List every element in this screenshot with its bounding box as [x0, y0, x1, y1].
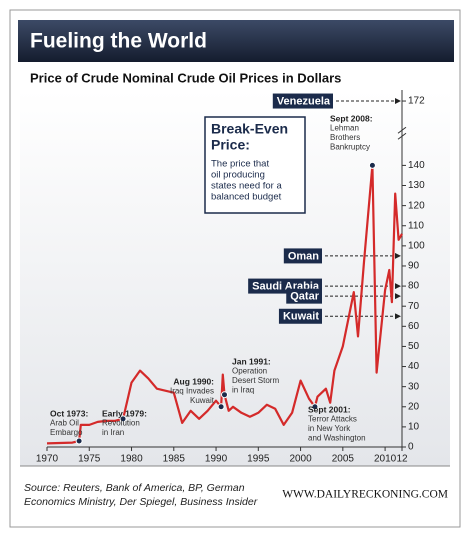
note-text: The price that: [211, 159, 269, 170]
annotation: and Washington: [308, 434, 366, 443]
x-tick-label: 1985: [163, 454, 186, 465]
annotation: Terror Attacks: [308, 415, 357, 424]
x-tick-label: 2005: [332, 454, 355, 465]
breakeven-box: [283, 248, 322, 264]
note-box: [204, 116, 306, 214]
annotation: Sept 2008:: [330, 113, 373, 123]
annotation: Lehman: [330, 124, 359, 133]
y-tick-label: 80: [408, 281, 420, 292]
breakeven-box: [272, 93, 333, 109]
y-tick-label: 10: [408, 422, 420, 433]
x-tick-label: 2000: [289, 454, 312, 465]
breakeven-box: [278, 308, 322, 324]
annotation: Aug 1990:: [173, 376, 214, 386]
annotation: Bankruptcy: [330, 143, 370, 152]
note-text: states need for a: [211, 181, 282, 192]
annotation: in Iran: [102, 428, 124, 437]
chart-subtitle: Price of Crude Nominal Crude Oil Prices …: [30, 70, 341, 85]
axis-break: [397, 126, 407, 134]
annotation: Embargo: [50, 428, 83, 437]
annotation: Sept 2001:: [308, 404, 351, 414]
y-tick-label: 130: [408, 180, 425, 191]
axis-break: [397, 132, 407, 140]
event-point: [119, 415, 127, 423]
note-title: Break-Even: [211, 121, 288, 137]
annotation: Iraq Invades: [170, 387, 214, 396]
annotation: in Iraq: [232, 386, 254, 395]
note-text: oil producing: [211, 170, 265, 181]
annotation: Revolution: [102, 419, 140, 428]
y-tick-label: 140: [408, 160, 425, 171]
breakeven-label: Venezuela: [277, 95, 331, 107]
x-tick-label: 1990: [205, 454, 228, 465]
source: Economics Ministry, Der Spiegel, Busines…: [24, 496, 258, 508]
annotation: Early 1979:: [102, 408, 147, 418]
y-tick-label: 30: [408, 381, 420, 392]
source: Source: Reuters, Bank of America, BP, Ge…: [24, 482, 245, 494]
annotation: Arab Oil: [50, 419, 79, 428]
annotation: in New York: [308, 424, 351, 433]
x-tick-label: 2010: [374, 454, 397, 465]
event-point: [75, 437, 83, 445]
y-tick-label: 120: [408, 200, 425, 211]
x-tick-label: 1975: [78, 454, 101, 465]
y-tick-label: 0: [408, 442, 414, 453]
breakeven-label: Qatar: [290, 291, 319, 303]
price-line: [46, 164, 403, 445]
y-tick-label: 90: [408, 261, 420, 272]
breakeven-label: Kuwait: [283, 311, 319, 323]
title-bar: [18, 20, 454, 62]
breakeven-label: Oman: [288, 250, 319, 262]
annotation: Kuwait: [190, 396, 215, 405]
event-point: [368, 161, 376, 169]
y-tick-label: 60: [408, 321, 420, 332]
chart-title: Fueling the World: [30, 30, 207, 53]
annotation: Desert Storm: [232, 376, 279, 385]
event-point: [311, 403, 319, 411]
website: WWW.DAILYRECKONING.COM: [282, 489, 448, 501]
y-tick-label: 100: [408, 240, 425, 251]
breakeven-box: [286, 288, 322, 304]
annotation: Brothers: [330, 133, 360, 142]
annotation: Operation: [232, 367, 267, 376]
y-tick-label: 172: [408, 96, 425, 107]
x-tick-label: 12: [396, 454, 408, 465]
y-tick-label: 40: [408, 361, 420, 372]
y-tick-label: 20: [408, 401, 420, 412]
x-tick-label: 1970: [36, 454, 59, 465]
y-tick-label: 50: [408, 341, 420, 352]
y-tick-label: 70: [408, 301, 420, 312]
annotation: Oct 1973:: [50, 408, 88, 418]
annotation: Jan 1991:: [232, 356, 271, 366]
event-point: [221, 391, 228, 399]
note-title: Price:: [211, 137, 250, 153]
event-point: [217, 403, 225, 411]
y-tick-label: 110: [408, 220, 424, 231]
note-text: balanced budget: [211, 192, 282, 203]
x-tick-label: 1980: [120, 454, 143, 465]
x-tick-label: 1995: [247, 454, 270, 465]
